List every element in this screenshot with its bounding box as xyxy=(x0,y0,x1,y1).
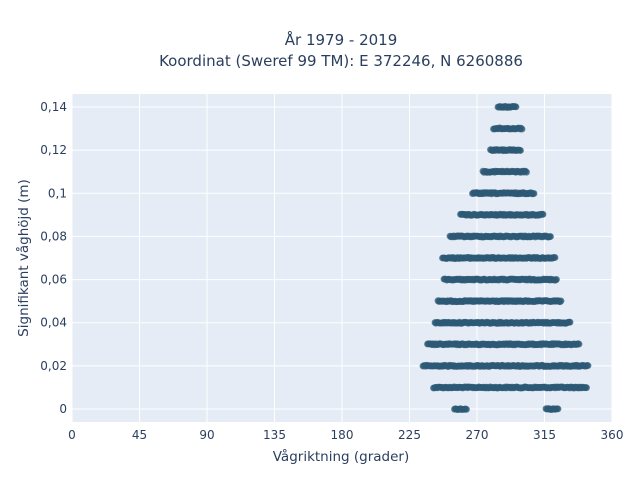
wave-height-band xyxy=(439,254,559,262)
data-point xyxy=(463,406,470,413)
x-tick-label: 315 xyxy=(533,428,556,442)
x-axis-label: Vågriktning (grader) xyxy=(273,448,410,465)
y-axis-ticks: 0 0,02 0,04 0,06 0,08 0,1 0,12 0,14 xyxy=(40,100,67,416)
data-point xyxy=(518,125,526,133)
data-point xyxy=(539,210,547,218)
wave-height-band xyxy=(446,232,554,241)
x-tick-label: 360 xyxy=(601,428,624,442)
data-point xyxy=(530,190,538,197)
y-tick-label: 0,04 xyxy=(40,316,67,330)
y-tick-label: 0,08 xyxy=(40,229,67,243)
data-point xyxy=(512,103,520,111)
wave-height-band xyxy=(451,405,562,413)
data-point xyxy=(554,405,562,413)
data-point xyxy=(523,168,530,176)
wave-height-band xyxy=(434,297,565,306)
data-points xyxy=(419,103,592,413)
x-axis-ticks: 0 45 90 135 180 225 270 315 360 xyxy=(68,428,623,442)
y-axis-label: Signifikant våghöjd (m) xyxy=(15,179,32,337)
wave-height-band xyxy=(487,146,524,155)
x-tick-label: 0 xyxy=(68,428,76,442)
wave-height-band xyxy=(494,103,520,111)
chart-title-line1: År 1979 - 2019 xyxy=(285,30,398,49)
x-tick-label: 135 xyxy=(263,428,286,442)
wave-height-band xyxy=(424,340,583,349)
data-point xyxy=(583,384,590,392)
y-tick-label: 0,1 xyxy=(48,186,67,200)
data-point xyxy=(547,233,554,240)
y-tick-label: 0,06 xyxy=(40,273,67,287)
data-point xyxy=(551,254,559,261)
x-tick-label: 90 xyxy=(199,428,214,442)
x-tick-label: 180 xyxy=(331,428,354,442)
wave-height-band xyxy=(457,210,547,219)
y-tick-label: 0,14 xyxy=(40,100,67,114)
x-tick-label: 225 xyxy=(398,428,421,442)
wave-height-band xyxy=(440,275,560,284)
y-tick-label: 0,12 xyxy=(40,143,67,157)
wave-height-band xyxy=(419,361,592,370)
y-tick-label: 0 xyxy=(59,402,67,416)
wave-height-band xyxy=(490,124,526,133)
x-tick-label: 270 xyxy=(466,428,489,442)
x-tick-label: 45 xyxy=(132,428,147,442)
wave-height-band xyxy=(431,318,574,327)
data-point xyxy=(566,318,574,326)
y-tick-label: 0,02 xyxy=(40,359,67,373)
wave-height-band xyxy=(469,189,538,198)
data-point xyxy=(553,276,560,283)
wave-height-band xyxy=(479,167,530,176)
chart-title-line2: Koordinat (Sweref 99 TM): E 372246, N 62… xyxy=(159,52,523,70)
data-point xyxy=(557,297,565,305)
data-point xyxy=(575,340,583,348)
data-point xyxy=(517,147,524,154)
wave-height-band xyxy=(430,383,590,392)
data-point xyxy=(584,362,592,369)
